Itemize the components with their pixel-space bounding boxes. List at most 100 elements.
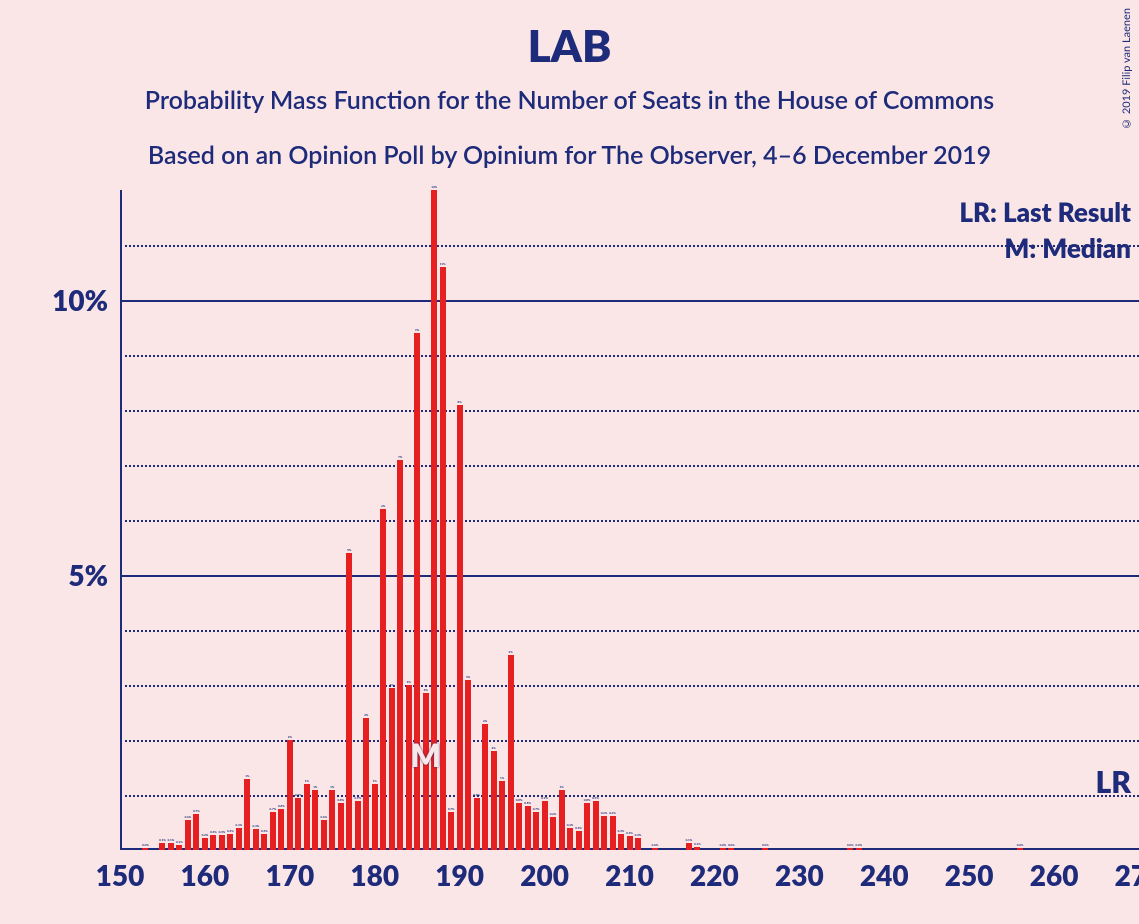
- bar-value-label: 0.6%: [599, 811, 627, 815]
- bar-value-label: 0.0%: [845, 843, 873, 847]
- x-tick-label: 270: [1115, 858, 1139, 892]
- median-marker: M: [410, 735, 441, 774]
- bar: [142, 848, 148, 850]
- gridline-minor: [120, 245, 1139, 247]
- bar-value-label: 0.0%: [641, 843, 669, 847]
- gridline-minor: [120, 355, 1139, 357]
- bar: [576, 831, 582, 850]
- bar: [244, 779, 250, 851]
- gridline-minor: [120, 465, 1139, 467]
- chart-subtitle-1: Probability Mass Function for the Number…: [0, 85, 1139, 115]
- bar: [474, 798, 480, 850]
- bar: [567, 828, 573, 850]
- bar: [652, 848, 658, 850]
- bar-value-label: 2%: [471, 719, 499, 723]
- bar: [202, 838, 208, 850]
- bar-value-label: 0.0%: [131, 843, 159, 847]
- gridline-minor: [120, 520, 1139, 522]
- gridline-major: [120, 300, 1139, 302]
- bar: [210, 835, 216, 850]
- bar-value-label: 0.0%: [751, 843, 779, 847]
- x-tick-label: 150: [96, 858, 145, 892]
- bar-value-label: 4%: [497, 650, 525, 654]
- bar: [762, 848, 768, 850]
- gridline-minor: [120, 685, 1139, 687]
- bar-value-label: 1%: [233, 774, 261, 778]
- chart-subtitle-2: Based on an Opinion Poll by Opinium for …: [0, 140, 1139, 170]
- bar-value-label: 1%: [318, 785, 346, 789]
- bar-value-label: 0.8%: [514, 801, 542, 805]
- bar: [457, 405, 463, 851]
- bar: [448, 812, 454, 851]
- bar: [397, 460, 403, 851]
- bar: [176, 845, 182, 851]
- bar: [1017, 848, 1023, 850]
- bar: [847, 848, 853, 850]
- bar-value-label: 9%: [403, 328, 431, 332]
- x-tick-label: 170: [265, 858, 314, 892]
- x-tick-label: 220: [690, 858, 739, 892]
- bar: [236, 828, 242, 850]
- bar-value-label: 0.9%: [531, 796, 559, 800]
- bar: [346, 553, 352, 850]
- bar: [601, 816, 607, 850]
- bar-value-label: 0.4%: [242, 824, 270, 828]
- bar-value-label: 0.0%: [1006, 843, 1034, 847]
- bar-value-label: 0.9%: [582, 796, 610, 800]
- bar-value-label: 2%: [276, 735, 304, 739]
- chart-area: 0.0%0.1%0.1%0.1%0.6%0.7%0.2%0.3%0.3%0.3%…: [120, 190, 1139, 850]
- credit-text: © 2019 Filip van Laenen: [1120, 8, 1133, 130]
- bar: [728, 848, 734, 850]
- y-tick-label: 5%: [68, 558, 108, 592]
- x-tick-label: 160: [181, 858, 230, 892]
- bar: [380, 509, 386, 850]
- bar: [465, 680, 471, 851]
- bar: [270, 812, 276, 851]
- gridline-minor: [120, 740, 1139, 742]
- bar-value-label: 0.2%: [624, 833, 652, 837]
- bar: [278, 809, 284, 850]
- x-tick-label: 190: [435, 858, 484, 892]
- chart-page: { "title": "LAB", "subtitle1": "Probabil…: [0, 0, 1139, 924]
- legend-m: M: Median: [1004, 232, 1131, 264]
- bar: [389, 688, 395, 850]
- bar-value-label: 8%: [446, 400, 474, 404]
- bar-value-label: 5%: [335, 548, 363, 552]
- chart-title: LAB: [0, 20, 1139, 72]
- bar-value-label: 12%: [420, 185, 448, 189]
- x-tick-label: 250: [945, 858, 994, 892]
- gridline-minor: [120, 630, 1139, 632]
- y-tick-label: 10%: [52, 283, 108, 317]
- x-tick-label: 240: [860, 858, 909, 892]
- bar-value-label: 0.0%: [717, 843, 745, 847]
- bar: [720, 848, 726, 850]
- bar-value-label: 7%: [386, 455, 414, 459]
- bar-value-label: 1%: [548, 785, 576, 789]
- bar: [363, 718, 369, 850]
- bar: [312, 790, 318, 851]
- bar: [482, 724, 488, 851]
- bar-value-label: 1%: [293, 779, 321, 783]
- bar: [542, 801, 548, 851]
- bar: [159, 843, 165, 850]
- bar: [508, 655, 514, 850]
- bar-value-label: 6%: [369, 504, 397, 508]
- x-tick-label: 200: [520, 858, 569, 892]
- bar: [499, 781, 505, 850]
- bar: [372, 784, 378, 850]
- legend-lr: LR: Last Result: [959, 196, 1131, 228]
- bar-value-label: 2%: [480, 746, 508, 750]
- gridline-major: [120, 575, 1139, 577]
- bar: [856, 848, 862, 850]
- bar: [261, 834, 267, 851]
- gridline-minor: [120, 410, 1139, 412]
- bar: [321, 820, 327, 850]
- gridline-minor: [120, 795, 1139, 797]
- bar-value-label: 0.1%: [683, 842, 711, 846]
- bar-value-label: 3%: [454, 675, 482, 679]
- bar: [525, 806, 531, 850]
- bar: [219, 835, 225, 850]
- x-tick-label: 230: [775, 858, 824, 892]
- bar: [627, 836, 633, 850]
- bar: [168, 843, 174, 850]
